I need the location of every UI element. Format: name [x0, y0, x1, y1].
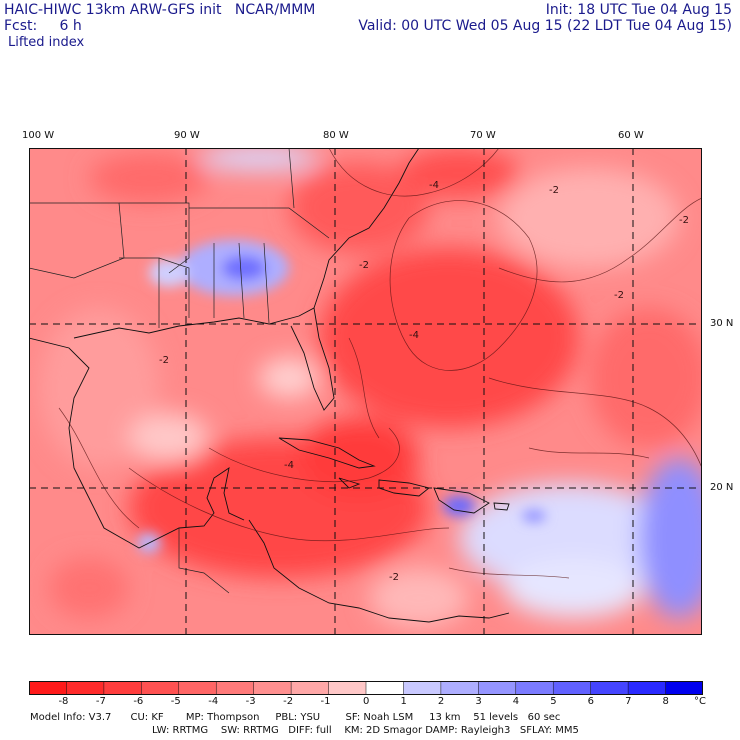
lon-label-60w: 60 W [618, 130, 644, 141]
colorbar-cell [440, 681, 480, 695]
contour-label: -4 [429, 180, 439, 191]
colorbar-tick-label: -4 [208, 696, 219, 707]
contour-lines [58, 148, 702, 579]
colorbar-cell [215, 681, 255, 695]
colorbar-cell [478, 681, 517, 695]
lat-lon-grid [29, 148, 702, 635]
contour-label: -2 [614, 290, 624, 301]
footer-model-info: Model Info: V3.7 CU: KF MP: Thompson PBL… [30, 712, 561, 723]
lat-label-20n: 20 N [710, 482, 734, 493]
colorbar-tick-label: -1 [320, 696, 331, 707]
colorbar-tick-label: 1 [400, 696, 407, 707]
colorbar-tick-label: 2 [437, 696, 445, 707]
contour-label: -2 [359, 260, 369, 271]
colorbar-tick-label: -2 [283, 696, 294, 707]
lifted-index-map: -2 -4 -2 -2 -4 -2 -2 -4 -2 [29, 148, 702, 635]
lon-label-90w: 90 W [174, 130, 200, 141]
colorbar-tick-label: 4 [512, 696, 520, 707]
colorbar-cell [552, 681, 592, 695]
colorbar-tick-label: -5 [170, 696, 181, 707]
colorbar-cell [141, 681, 180, 695]
colorbar-tick-label: 3 [475, 696, 482, 707]
colorbar-tick-label: 5 [550, 696, 557, 707]
contour-label: -2 [549, 185, 559, 196]
contour-labels: -2 -4 -2 -2 -4 -2 -2 -4 -2 [159, 180, 689, 583]
colorbar-cell [590, 681, 629, 695]
colorbar-tick-label: 7 [625, 696, 632, 707]
contour-label: -2 [159, 355, 169, 366]
colorbar-tick-label: -6 [133, 696, 144, 707]
colorbar-cell [403, 681, 442, 695]
contour-label: -2 [679, 215, 689, 226]
colorbar-tick-label: 0 [363, 696, 370, 707]
colorbar-cell [103, 681, 143, 695]
colorbar-unit: °C [694, 696, 706, 707]
colorbar-tick-label: 8 [662, 696, 669, 707]
colorbar-cell [627, 681, 667, 695]
colorbar [29, 681, 703, 695]
colorbar-tick-label: -8 [58, 696, 69, 707]
colorbar-tick-label: -7 [95, 696, 106, 707]
lat-label-30n: 30 N [710, 318, 734, 329]
field-shading [39, 148, 702, 628]
coastlines [29, 148, 510, 623]
colorbar-cell [253, 681, 292, 695]
colorbar-cell [365, 681, 405, 695]
model-title: HAIC-HIWC 13km ARW-GFS init NCAR/MMM [4, 2, 316, 18]
colorbar-tick-label: -3 [245, 696, 256, 707]
contour-label: -2 [389, 572, 399, 583]
colorbar-tick-label: 6 [587, 696, 595, 707]
field-name: Lifted index [8, 35, 85, 50]
init-time: Init: 18 UTC Tue 04 Aug 15 [545, 2, 732, 18]
valid-time: Valid: 00 UTC Wed 05 Aug 15 (22 LDT Tue … [358, 18, 732, 34]
colorbar-cell [178, 681, 217, 695]
footer-physics-info: LW: RRTMG SW: RRTMG DIFF: full KM: 2D Sm… [152, 725, 579, 736]
lon-label-100w: 100 W [22, 130, 55, 141]
contour-label: -4 [284, 460, 294, 471]
colorbar-cell [29, 681, 68, 695]
colorbar-cell [290, 681, 330, 695]
colorbar-cell [665, 681, 703, 695]
map-frame [29, 148, 702, 635]
lon-label-80w: 80 W [323, 130, 349, 141]
colorbar-cell [328, 681, 367, 695]
state-borders [29, 148, 330, 594]
colorbar-cell [515, 681, 554, 695]
lon-label-70w: 70 W [470, 130, 496, 141]
contour-label: -4 [409, 330, 419, 341]
colorbar-cell [66, 681, 105, 695]
forecast-hour: Fcst: 6 h [4, 18, 82, 34]
